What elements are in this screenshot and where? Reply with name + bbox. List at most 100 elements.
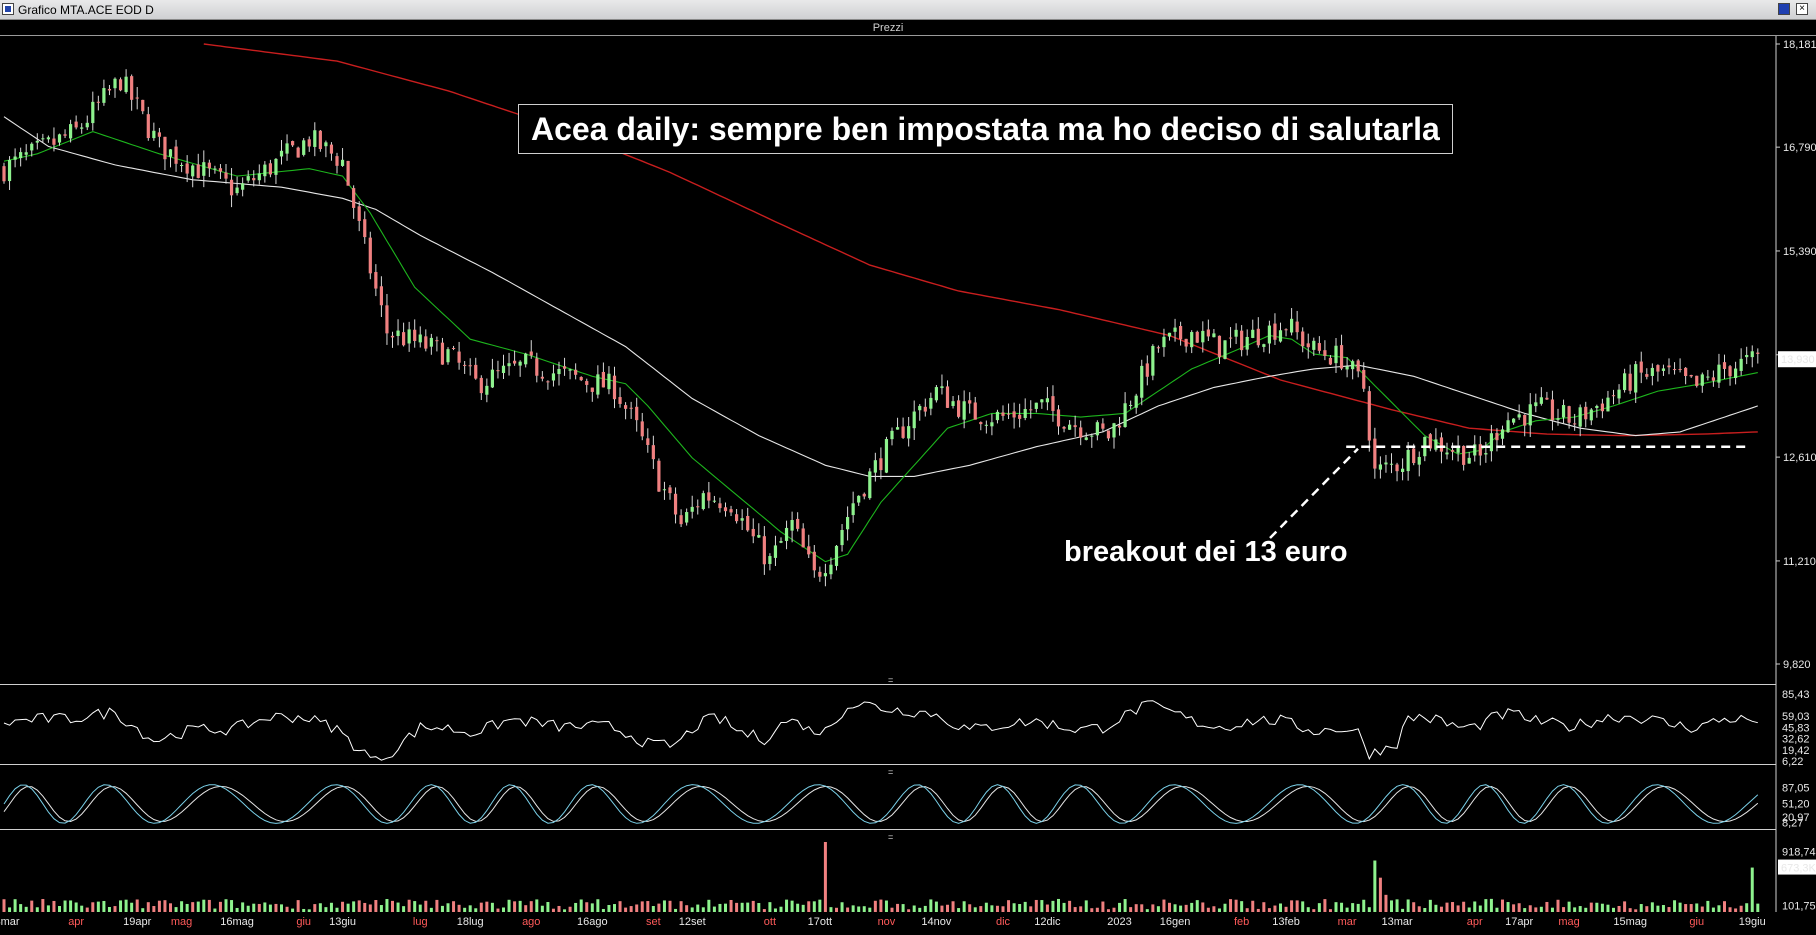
volume-bar [1018, 904, 1022, 912]
candle-body [679, 515, 683, 525]
window-title: Grafico MTA.ACE EOD D [18, 3, 154, 17]
volume-bar [785, 899, 789, 912]
volume-bar [241, 902, 245, 912]
candle-body [723, 507, 728, 512]
volume-bar [1051, 900, 1055, 912]
volume-bar [263, 902, 267, 912]
stoch-pane-handle[interactable]: = [888, 767, 894, 777]
restore-button[interactable] [1778, 3, 1790, 15]
volume-bar [529, 901, 533, 912]
candle-body [923, 406, 927, 412]
candle-body [274, 158, 278, 175]
candle-body [435, 340, 439, 342]
candle-body [612, 375, 617, 400]
candle-body [224, 172, 228, 179]
candle-body [163, 136, 167, 160]
close-button[interactable]: × [1796, 3, 1808, 15]
volume-bar [1534, 907, 1538, 912]
volume-bar [1345, 907, 1349, 912]
volume-bar [724, 903, 727, 912]
candle-body [1462, 445, 1466, 465]
volume-bar [1456, 905, 1460, 912]
candle-body [557, 369, 561, 375]
candle-body [285, 143, 289, 154]
candle-body [1245, 336, 1249, 350]
volume-bar [130, 902, 134, 912]
candle-body [1434, 439, 1438, 450]
candle-body [1517, 414, 1521, 418]
candle-body [479, 377, 483, 394]
volume-bar [1645, 906, 1649, 912]
volume-bar [1179, 905, 1183, 912]
volume-pane-handle[interactable]: = [888, 832, 894, 842]
volume-bar [807, 901, 811, 912]
candle-body [279, 150, 284, 157]
volume-bar [890, 907, 894, 912]
candle-body [1378, 464, 1382, 470]
volume-bar [363, 902, 367, 912]
candle-body [768, 556, 772, 564]
rsi-axis-label: 19,42 [1782, 745, 1810, 757]
candle-body [1589, 409, 1593, 421]
candle-body [1068, 424, 1072, 430]
date-axis-label: mar [1338, 916, 1357, 928]
candle-body [1190, 332, 1194, 348]
volume-bar [135, 899, 139, 912]
candle-body [1467, 457, 1471, 464]
candle-body [1412, 448, 1416, 464]
rsi-pane-handle[interactable]: = [888, 675, 894, 685]
candle-body [1578, 407, 1582, 427]
volume-bar [368, 904, 372, 912]
candle-body [7, 160, 12, 182]
candle-body [1428, 434, 1432, 449]
candle-body [1678, 368, 1682, 370]
volume-bar [1467, 907, 1471, 912]
candle-body [69, 124, 73, 139]
candle-body [324, 142, 328, 147]
candle-body [141, 99, 145, 112]
candle-body [957, 400, 961, 417]
volume-bar [1007, 900, 1011, 912]
rsi-axis-label: 59,03 [1782, 711, 1810, 723]
candle-body [1212, 333, 1216, 338]
volume-bar [740, 902, 744, 912]
volume-bar [929, 899, 933, 912]
date-axis-label: giu [296, 916, 311, 928]
candle-body [202, 162, 206, 176]
candle-body [1173, 327, 1177, 332]
candle-body [407, 329, 411, 344]
volume-bar [468, 905, 472, 912]
candle-body [1611, 395, 1616, 397]
rsi-axis-label: 6,22 [1782, 756, 1803, 768]
volume-bar [1717, 905, 1721, 912]
volume-bar [1068, 900, 1072, 912]
volume-bar [1600, 903, 1604, 912]
volume-bar [707, 899, 711, 912]
candle-body [895, 427, 900, 430]
candle-body [1134, 395, 1138, 408]
candle-body [1206, 329, 1210, 337]
candle-body [790, 520, 794, 531]
candle-body [363, 219, 367, 238]
volume-bar [52, 900, 56, 912]
candle-body [335, 156, 339, 166]
candle-body [340, 159, 345, 166]
volume-bar [995, 905, 999, 912]
volume-bar [957, 908, 961, 912]
volume-bar [868, 907, 872, 912]
candle-body [690, 506, 694, 512]
volume-bar [1045, 904, 1049, 912]
volume-bar [1684, 904, 1688, 912]
candle-body [1700, 374, 1704, 386]
volume-bar [613, 904, 616, 912]
candle-body [762, 536, 766, 565]
volume-bar [1506, 902, 1510, 912]
volume-bar [1118, 902, 1122, 912]
volume-bar [213, 908, 217, 912]
volume-bar [1040, 900, 1044, 912]
candle-body [657, 460, 661, 492]
candle-body [1006, 413, 1011, 415]
volume-bar [302, 908, 306, 912]
volume-bar [1728, 907, 1732, 912]
candle-body [857, 495, 861, 503]
